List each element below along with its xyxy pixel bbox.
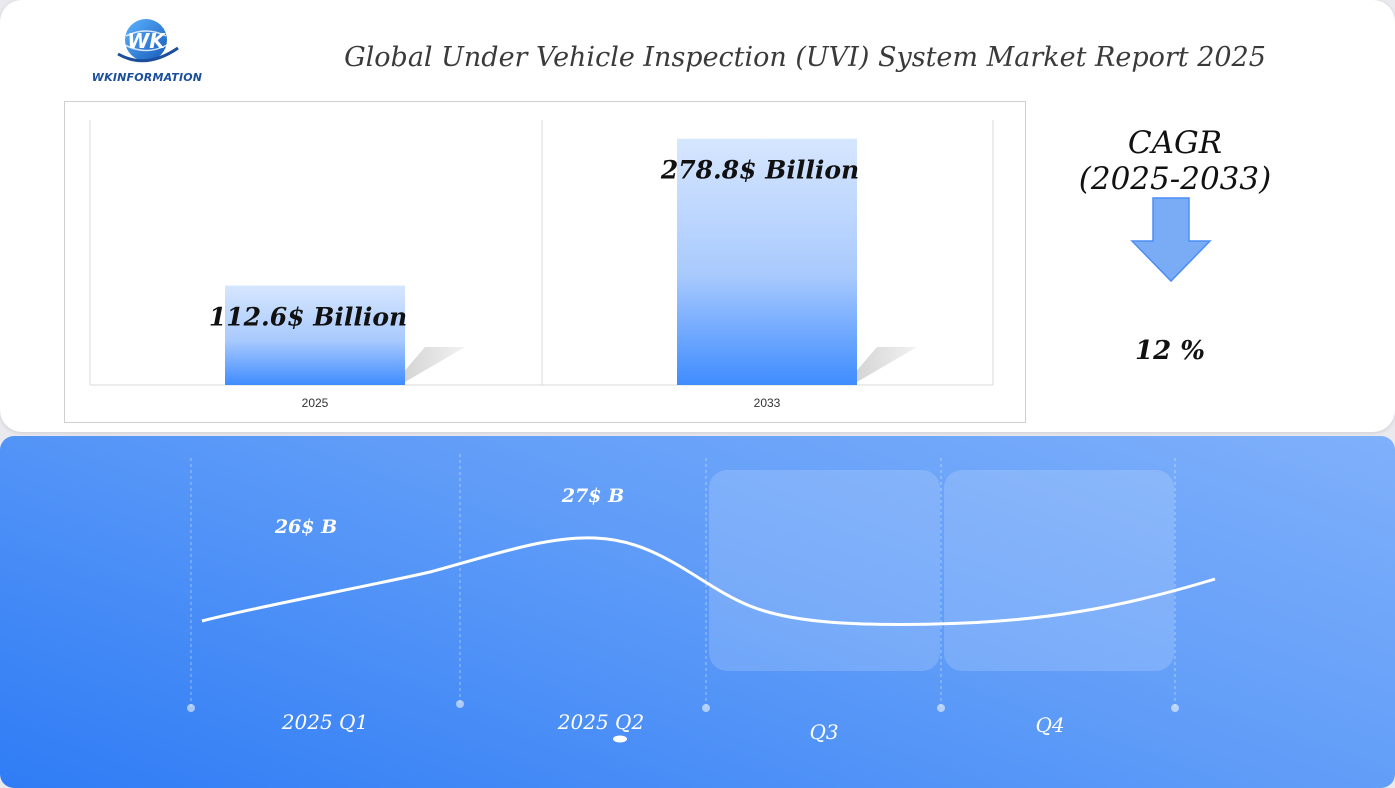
quarter-label-q4: Q4	[1035, 713, 1064, 737]
bar-2025	[225, 285, 405, 385]
cagr-label: CAGR	[1127, 125, 1223, 161]
axis-dot	[187, 704, 195, 712]
arrow-down-icon	[1130, 197, 1212, 287]
wkinformation-logo: WK WKINFORMATION	[88, 18, 206, 88]
quarter-label-q3: Q3	[809, 720, 838, 744]
axis-dot	[702, 704, 710, 712]
bar-chart: 112.6$ Billion 2025 278.8$ Billion 2033	[64, 101, 1026, 423]
quarterly-panel: 26$ B 27$ B 2025 Q1 2025 Q2 Q3 Q4	[0, 436, 1395, 788]
logo-wordmark: WKINFORMATION	[91, 71, 203, 84]
quarter-label-q1: 2025 Q1	[281, 710, 368, 734]
x-tick-label: 2025	[302, 396, 329, 410]
page-title: Global Under Vehicle Inspection (UVI) Sy…	[344, 42, 1266, 73]
bar-value-label: 278.8$ Billion	[660, 156, 859, 185]
q3-highlight-panel	[709, 470, 940, 671]
value-label-q1: 26$ B	[274, 516, 337, 538]
bar-shadow	[847, 347, 917, 382]
cagr-title: CAGR (2025-2033)	[1045, 125, 1305, 197]
axis-dot	[1171, 704, 1179, 712]
quarterly-line-chart: 26$ B 27$ B 2025 Q1 2025 Q2 Q3 Q4	[187, 454, 1216, 744]
summary-card: WK WKINFORMATION Global Under Vehicle In…	[0, 0, 1395, 432]
bar-value-label: 112.6$ Billion	[209, 303, 407, 332]
cagr-value: 12 %	[1135, 336, 1205, 366]
bar-2033	[677, 138, 857, 385]
axis-dot	[937, 704, 945, 712]
x-tick-label: 2033	[754, 396, 781, 410]
q4-highlight-panel	[944, 470, 1174, 671]
globe-icon: WK	[117, 19, 179, 63]
active-quarter-dot	[613, 735, 627, 743]
bar-shadow	[395, 347, 465, 382]
quarterly-trend-line	[201, 536, 1216, 626]
quarter-label-q2: 2025 Q2	[557, 710, 644, 734]
bar-chart-svg: 112.6$ Billion 2025 278.8$ Billion 2033	[89, 120, 994, 410]
axis-dot	[456, 700, 464, 708]
value-label-q2: 27$ B	[561, 485, 624, 507]
svg-text:WK: WK	[127, 29, 166, 53]
cagr-period: (2025-2033)	[1078, 161, 1272, 197]
